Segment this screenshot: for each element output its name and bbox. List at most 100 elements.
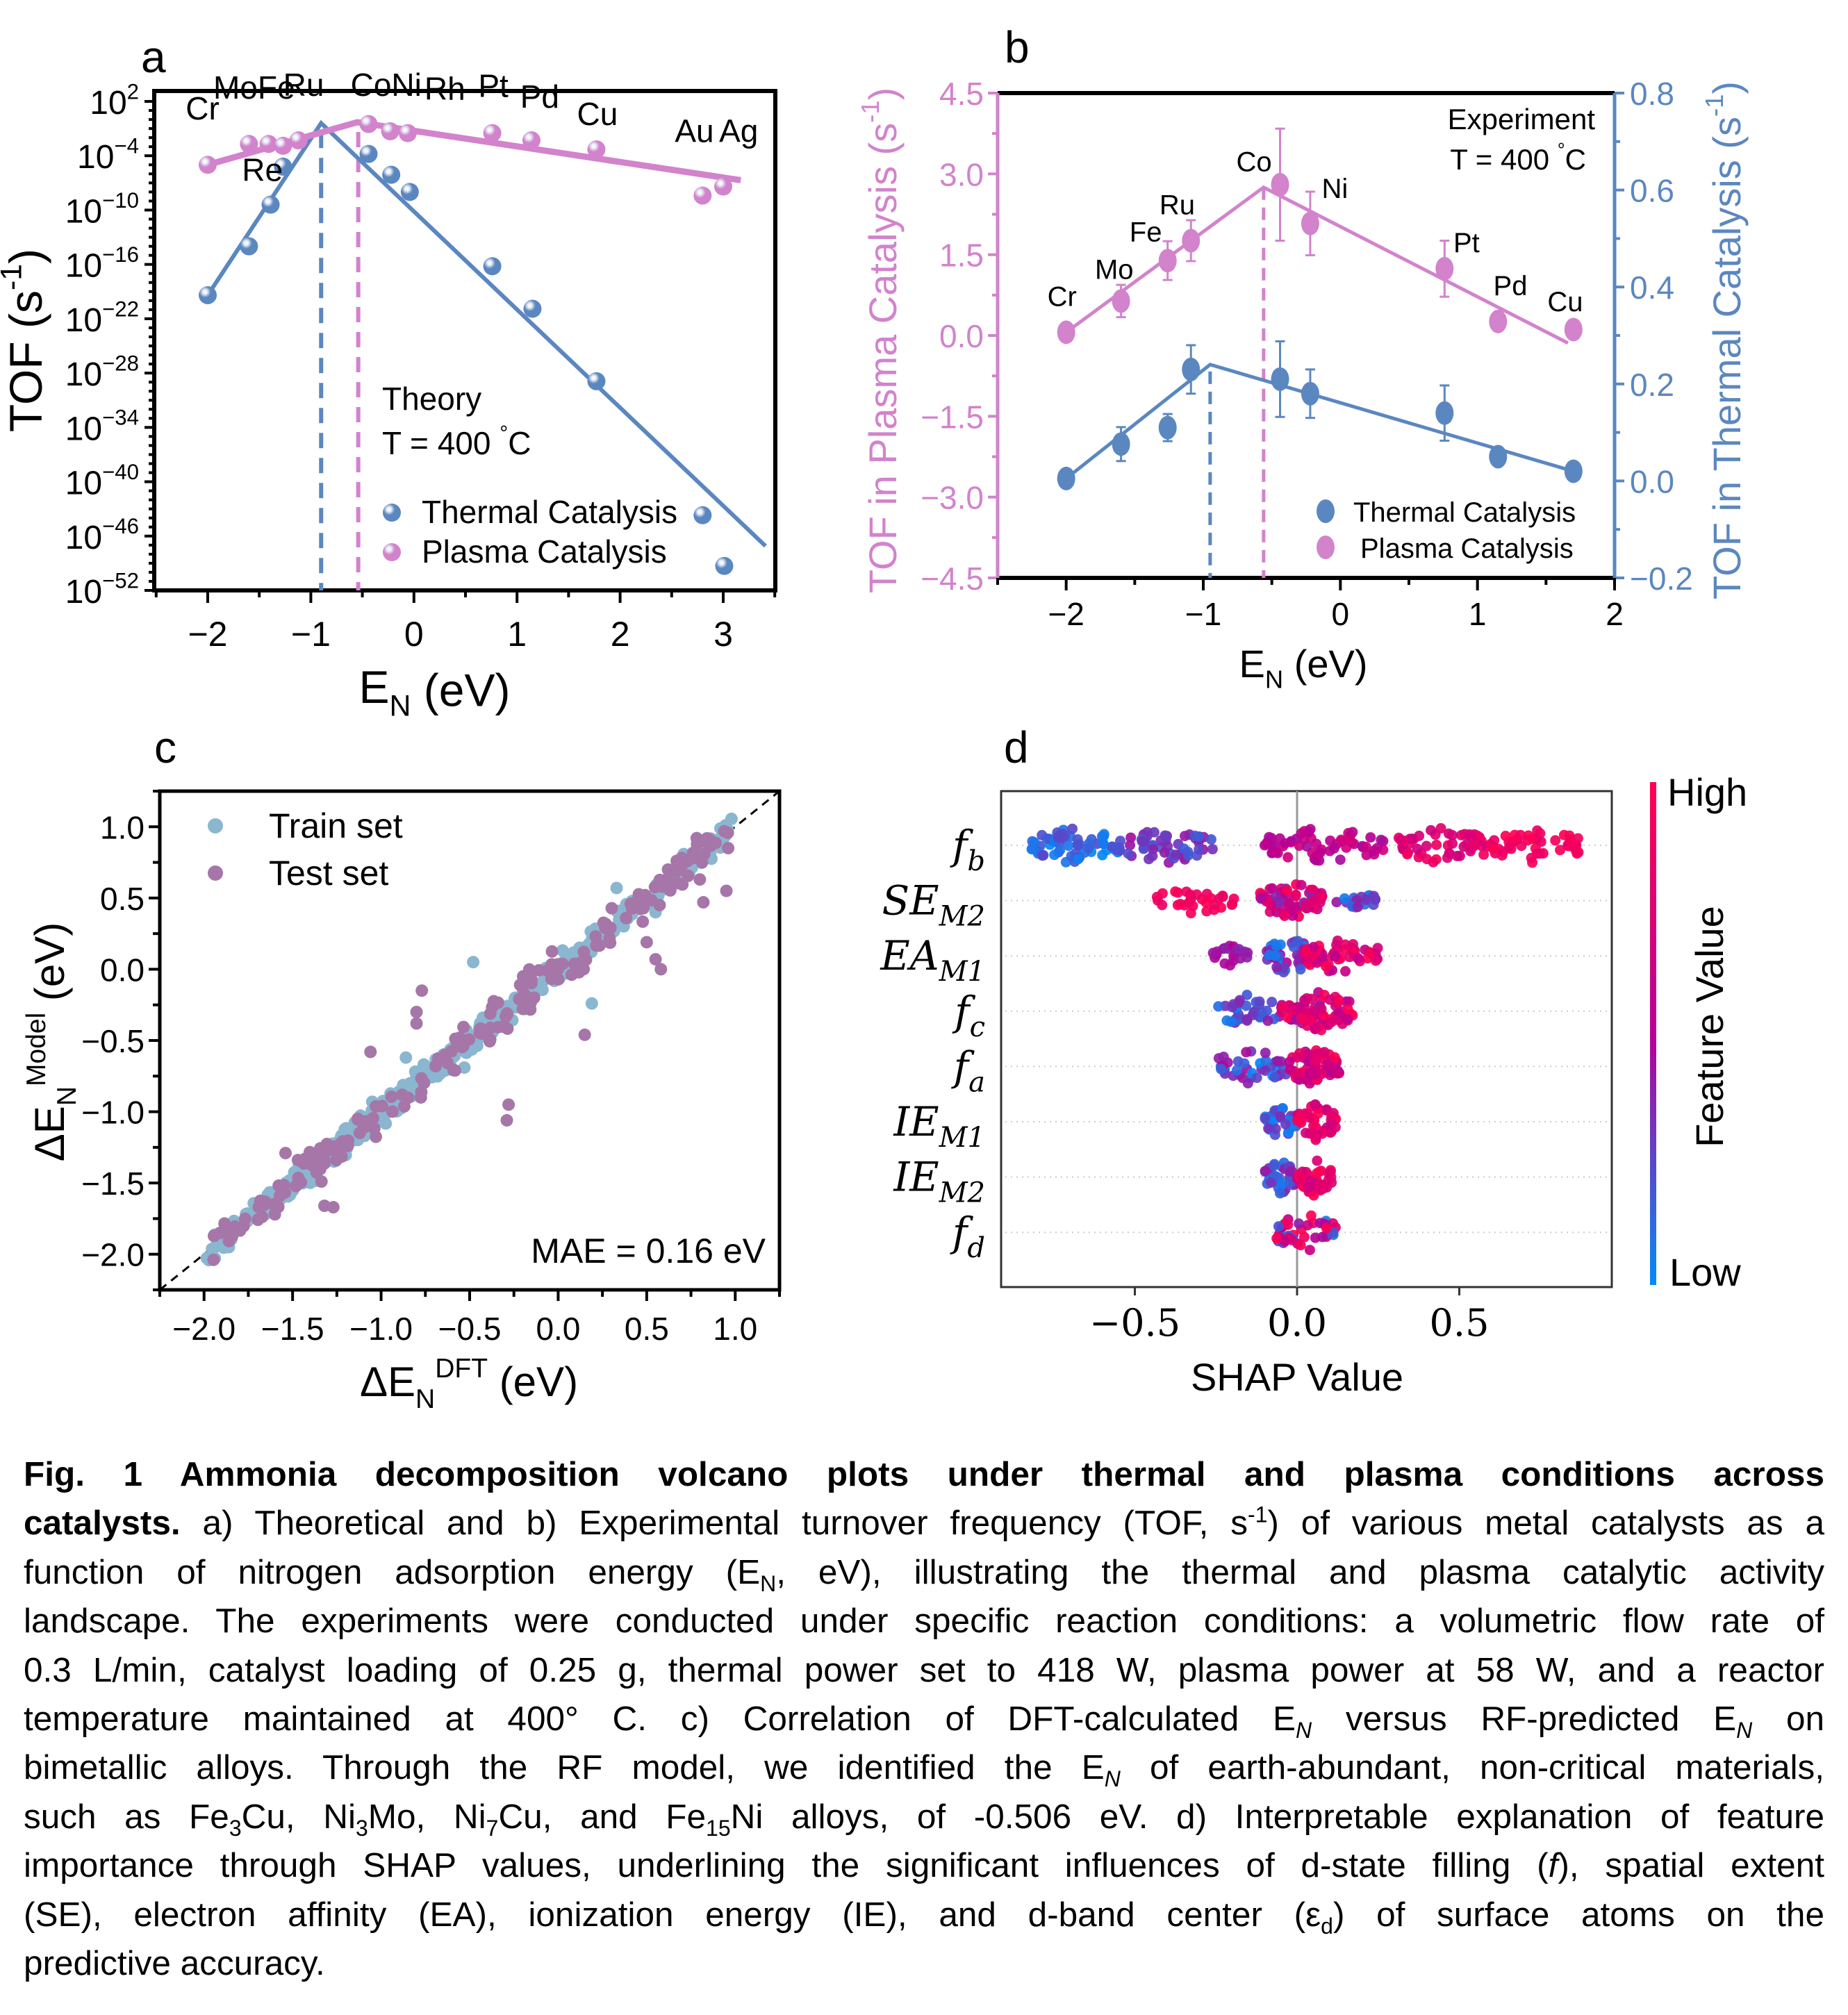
test-point [675, 855, 688, 868]
x-tick-label: −1 [1185, 596, 1221, 632]
caption-text: a) Theoretical and b) Experimental turno… [180, 1504, 1248, 1543]
data-point-au [693, 186, 712, 205]
data-point-pt [1435, 256, 1454, 281]
test-point [500, 1113, 513, 1127]
shap-point [1234, 944, 1245, 955]
test-point [603, 931, 616, 945]
shap-point [1125, 840, 1136, 851]
test-point [267, 1197, 280, 1211]
shap-point [1209, 904, 1220, 915]
shap-point [1292, 936, 1303, 947]
shap-point [1295, 1240, 1306, 1251]
shap-point [1182, 846, 1194, 857]
test-point [414, 1091, 427, 1104]
train-point [208, 1241, 222, 1254]
element-label: Ru [283, 67, 324, 103]
element-label: Cu [577, 96, 618, 132]
shap-point [1037, 850, 1048, 861]
shap-point [1294, 1068, 1305, 1079]
x-axis-title: EN (eV) [358, 661, 510, 722]
shap-point [1488, 844, 1499, 855]
shap-point [1280, 1236, 1291, 1247]
shap-point [1114, 845, 1125, 856]
x-axis-title: ΔENDFT (eV) [360, 1354, 578, 1414]
train-point [610, 881, 623, 895]
shap-point [1308, 942, 1319, 953]
shap-point [1428, 856, 1439, 868]
shap-point [1329, 1052, 1340, 1063]
data-point-ru [289, 131, 308, 150]
colorbar-title: Feature Value [1688, 906, 1731, 1147]
data-point-cr [199, 156, 217, 174]
plot-frame [1000, 790, 1613, 1288]
element-label: Cr [1048, 281, 1077, 312]
shap-point [1205, 834, 1216, 845]
data-point-cr [1057, 320, 1075, 345]
shap-point [1301, 841, 1312, 852]
legend-label-thermal: Thermal Catalysis [1353, 497, 1576, 528]
element-label: Rh [424, 70, 465, 106]
caption-text: of earth-abundant, non-critical material… [1120, 1748, 1824, 1787]
shap-point [1365, 948, 1376, 959]
shap-point [1308, 1065, 1319, 1076]
shap-point [1360, 841, 1371, 852]
shap-point [1294, 840, 1305, 852]
test-point [222, 1234, 236, 1247]
shap-point [1515, 829, 1526, 840]
data-point-co [359, 144, 378, 163]
panel-label-c: c [154, 722, 176, 772]
caption-text: Cu, and Fe [498, 1797, 707, 1836]
shap-point [1311, 1168, 1322, 1179]
shap-point [1228, 893, 1239, 904]
right-tick-label: 0.0 [1630, 463, 1674, 499]
shap-point [1273, 1221, 1284, 1232]
train-point [338, 1122, 352, 1136]
legend-label-test: Test set [269, 854, 388, 893]
shap-point [1476, 840, 1487, 852]
shap-point [1500, 830, 1511, 841]
legend-label-thermal: Thermal Catalysis [422, 494, 677, 530]
shap-point [1310, 1131, 1321, 1142]
x-tick-label: −1 [291, 615, 331, 654]
shap-point [1306, 993, 1317, 1004]
data-point-co [1271, 172, 1289, 197]
shap-point [1271, 891, 1282, 902]
data-point-fe [261, 195, 280, 214]
shap-point [1326, 1111, 1337, 1122]
caption-line: (SE), electron affinity (EA), ionization… [24, 1891, 1824, 1939]
test-point [698, 847, 711, 861]
test-point [385, 1090, 398, 1103]
test-point [513, 978, 527, 991]
caption-title-text: catalysts. [24, 1504, 181, 1543]
caption-text: on [1752, 1700, 1825, 1739]
caption-text: ) of various metal catalysts as a [1267, 1504, 1824, 1543]
shap-point [1310, 1099, 1321, 1110]
test-point [402, 1091, 415, 1104]
data-point-re [259, 135, 278, 154]
right-tick-label: 0.6 [1630, 173, 1674, 209]
test-point [327, 1201, 340, 1214]
caption-line: predictive accuracy. [24, 1939, 1824, 1988]
data-point-pd [1489, 309, 1508, 333]
test-point [682, 869, 695, 882]
test-point [279, 1147, 292, 1160]
train-point [536, 984, 549, 997]
shap-point [1277, 1001, 1288, 1012]
shap-point [1328, 843, 1339, 854]
shap-point [1402, 849, 1413, 860]
y-axis-title: ΔENModel (eV) [22, 922, 82, 1162]
shap-point [1097, 849, 1108, 861]
shap-point [1331, 897, 1342, 908]
element-label: Re [242, 152, 283, 188]
legend-marker-plasma [1317, 536, 1335, 559]
shap-point [1260, 1065, 1271, 1076]
data-point-pd [1489, 445, 1508, 469]
caption-text: predictive accuracy. [24, 1944, 325, 1983]
shap-point [1282, 885, 1293, 896]
shap-point [1294, 1218, 1305, 1229]
shap-point [1242, 1078, 1253, 1089]
shap-point [1175, 899, 1186, 910]
feature-label: fb [950, 822, 985, 877]
test-point [218, 1217, 231, 1230]
test-point [525, 977, 538, 990]
